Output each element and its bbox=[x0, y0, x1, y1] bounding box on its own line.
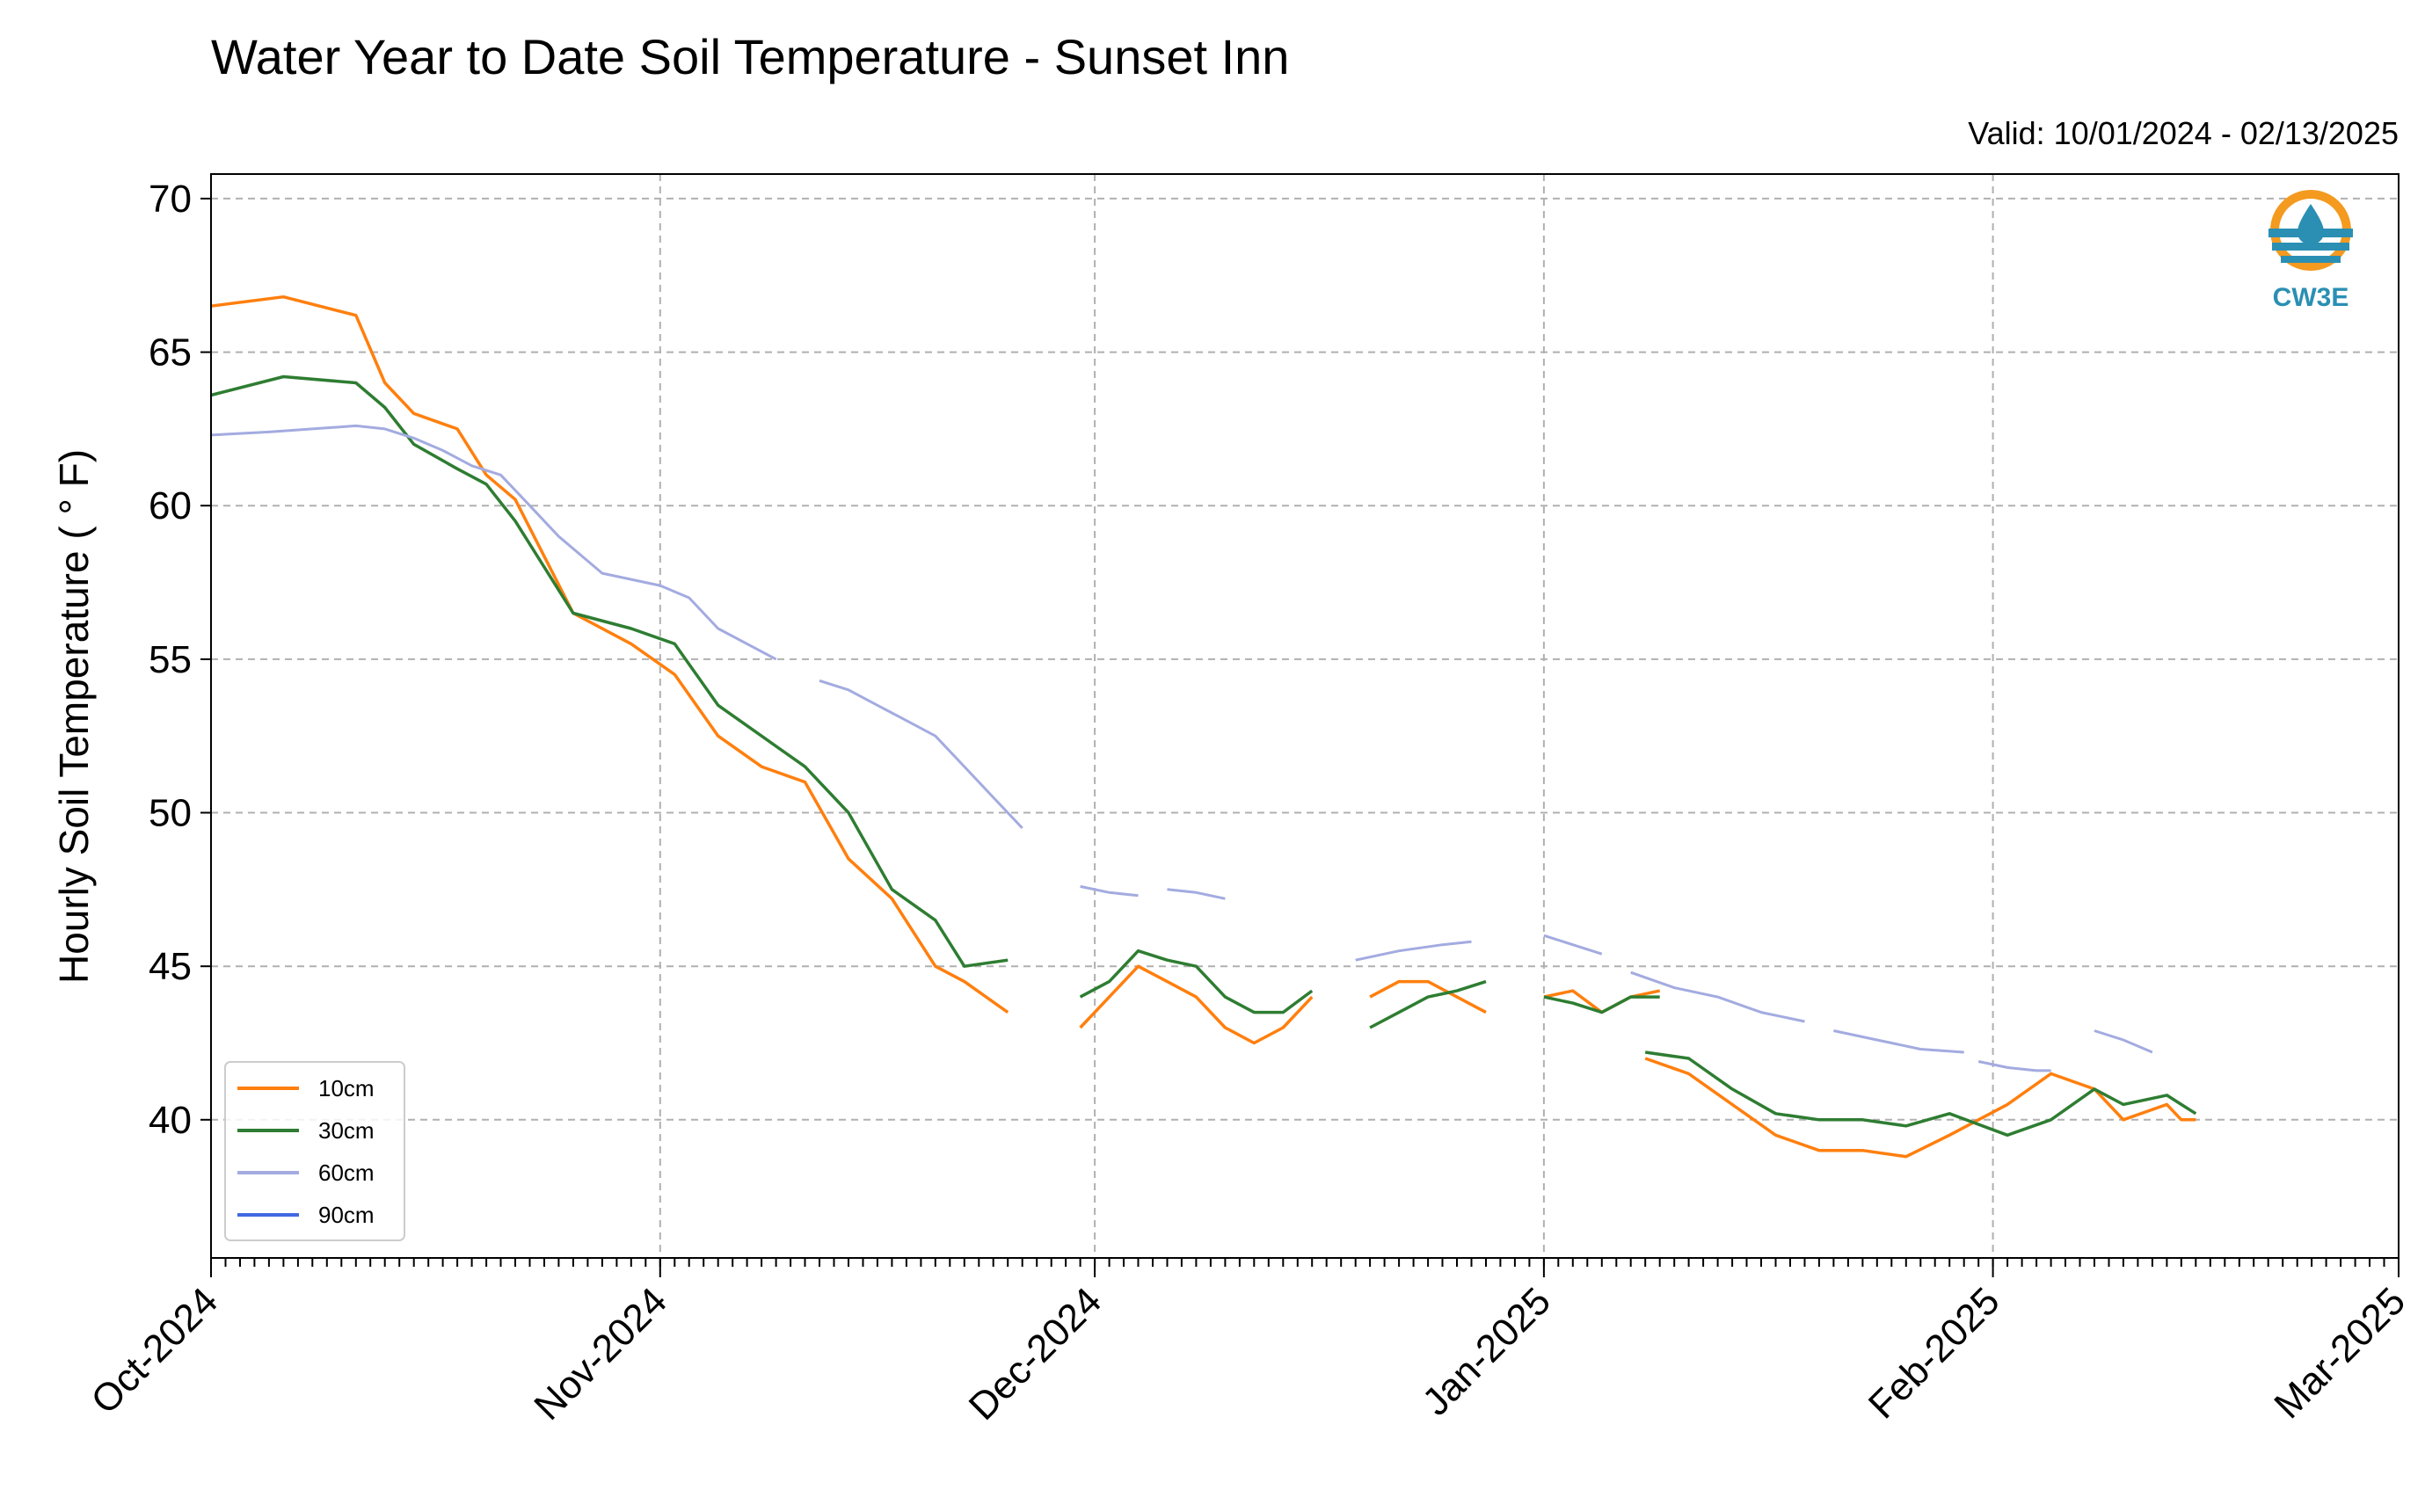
plot-frame bbox=[210, 173, 2400, 1259]
x-tick-label: Oct-2024 bbox=[83, 1279, 226, 1422]
y-tick-label: 70 bbox=[149, 178, 192, 221]
x-tick-label: Dec-2024 bbox=[961, 1279, 1111, 1428]
y-tick-label: 60 bbox=[149, 484, 192, 527]
series-line-30cm bbox=[210, 374, 2197, 1138]
series-line-60cm bbox=[210, 424, 2153, 1072]
x-tick-label: Nov-2024 bbox=[526, 1279, 675, 1428]
y-tick-label: 65 bbox=[149, 331, 192, 374]
x-tick-label: Feb-2025 bbox=[1861, 1279, 2008, 1427]
y-axis-ticks: 40 45 50 55 60 65 70 bbox=[149, 178, 211, 1142]
legend-label-90cm: 90cm bbox=[318, 1202, 375, 1228]
chart-title: Water Year to Date Soil Temperature - Su… bbox=[211, 29, 1289, 84]
logo-wave-bottom bbox=[2281, 256, 2341, 263]
x-tick-label: Mar-2025 bbox=[2266, 1279, 2414, 1427]
legend-label-10cm: 10cm bbox=[318, 1075, 375, 1101]
logo-text: CW3E bbox=[2273, 283, 2349, 312]
legend-label-60cm: 60cm bbox=[318, 1159, 375, 1186]
logo-wave-middle bbox=[2272, 243, 2349, 251]
legend: 10cm 30cm 60cm 90cm bbox=[224, 1061, 405, 1241]
cw3e-logo: CW3E bbox=[2268, 190, 2353, 312]
axes bbox=[210, 173, 2400, 1259]
grid bbox=[210, 174, 2400, 1258]
series-line-10cm bbox=[210, 294, 2196, 1159]
water-drop-icon bbox=[2298, 204, 2324, 244]
chart-subtitle: Valid: 10/01/2024 - 02/13/2025 bbox=[1968, 115, 2399, 151]
x-tick-label: Jan-2025 bbox=[1415, 1279, 1559, 1423]
y-tick-label: 50 bbox=[149, 792, 192, 835]
legend-box bbox=[224, 1061, 405, 1241]
x-axis-ticks: Oct-2024 Nov-2024 Dec-2024 Jan-2025 Feb-2025… bbox=[83, 1258, 2414, 1428]
y-tick-label: 40 bbox=[149, 1099, 192, 1142]
y-tick-label: 45 bbox=[149, 945, 192, 988]
data-series bbox=[210, 294, 2197, 1159]
y-tick-label: 55 bbox=[149, 638, 192, 681]
legend-label-30cm: 30cm bbox=[318, 1117, 375, 1144]
y-axis-label: Hourly Soil Temperature ( ° F) bbox=[51, 449, 97, 984]
